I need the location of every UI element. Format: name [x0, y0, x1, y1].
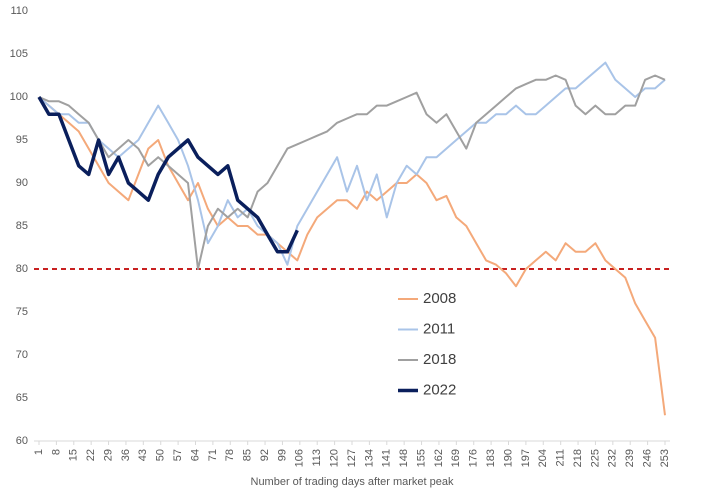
- x-tick-label: 211: [555, 449, 567, 467]
- x-tick-label: 169: [450, 449, 462, 467]
- legend-label: 2018: [423, 351, 456, 368]
- x-tick-label: 15: [68, 449, 80, 461]
- x-tick-label: 8: [50, 449, 62, 455]
- x-tick-label: 92: [259, 449, 271, 461]
- x-tick-label: 134: [363, 449, 375, 467]
- x-tick-label: 176: [468, 449, 480, 467]
- legend-label: 2011: [423, 320, 455, 337]
- x-tick-label: 1: [33, 449, 45, 455]
- x-tick-label: 162: [433, 449, 445, 467]
- y-tick-label: 100: [10, 91, 28, 103]
- y-tick-label: 85: [16, 220, 28, 232]
- series-line: [38, 96, 666, 416]
- x-tick-label: 78: [224, 449, 236, 461]
- x-tick-label: 225: [589, 449, 601, 467]
- y-tick-label: 105: [10, 48, 28, 60]
- x-tick-label: 106: [294, 449, 306, 467]
- y-tick-label: 110: [10, 5, 28, 17]
- x-tick-label: 141: [381, 449, 393, 467]
- x-tick-label: 148: [398, 449, 410, 467]
- x-tick-label: 190: [502, 449, 514, 467]
- x-tick-label: 113: [311, 449, 323, 467]
- x-tick-label: 43: [137, 449, 149, 461]
- series-line: [38, 61, 666, 266]
- x-tick-label: 36: [120, 449, 132, 461]
- y-tick-label: 60: [16, 435, 28, 447]
- x-tick-label: 127: [346, 449, 358, 467]
- series-line: [38, 74, 666, 270]
- series-line: [37, 96, 299, 254]
- x-axis-label: Number of trading days after market peak: [251, 476, 454, 488]
- x-tick-label: 246: [642, 449, 654, 467]
- x-tick-label: 218: [572, 449, 584, 467]
- y-tick-label: 95: [16, 134, 28, 146]
- y-tick-label: 90: [16, 177, 28, 189]
- x-tick-label: 29: [102, 449, 114, 461]
- x-tick-label: 50: [155, 449, 167, 461]
- x-tick-label: 120: [329, 449, 341, 467]
- x-tick-label: 183: [485, 449, 497, 467]
- x-tick-label: 57: [172, 449, 184, 461]
- x-tick-label: 253: [659, 449, 671, 467]
- x-tick-label: 85: [242, 449, 254, 461]
- x-tick-label: 64: [189, 449, 201, 461]
- x-tick-label: 239: [624, 449, 636, 467]
- x-tick-label: 197: [520, 449, 532, 467]
- x-tick-label: 22: [85, 449, 97, 461]
- legend-label: 2022: [423, 381, 456, 398]
- y-tick-label: 65: [16, 392, 28, 404]
- x-tick-label: 71: [207, 449, 219, 461]
- x-tick-label: 99: [276, 449, 288, 461]
- x-tick-label: 155: [415, 449, 427, 467]
- x-tick-label: 204: [537, 449, 549, 467]
- x-tick-label: 232: [607, 449, 619, 467]
- y-tick-label: 75: [16, 306, 28, 318]
- y-tick-label: 70: [16, 349, 28, 361]
- legend-label: 2008: [423, 290, 456, 307]
- y-tick-label: 80: [16, 263, 28, 275]
